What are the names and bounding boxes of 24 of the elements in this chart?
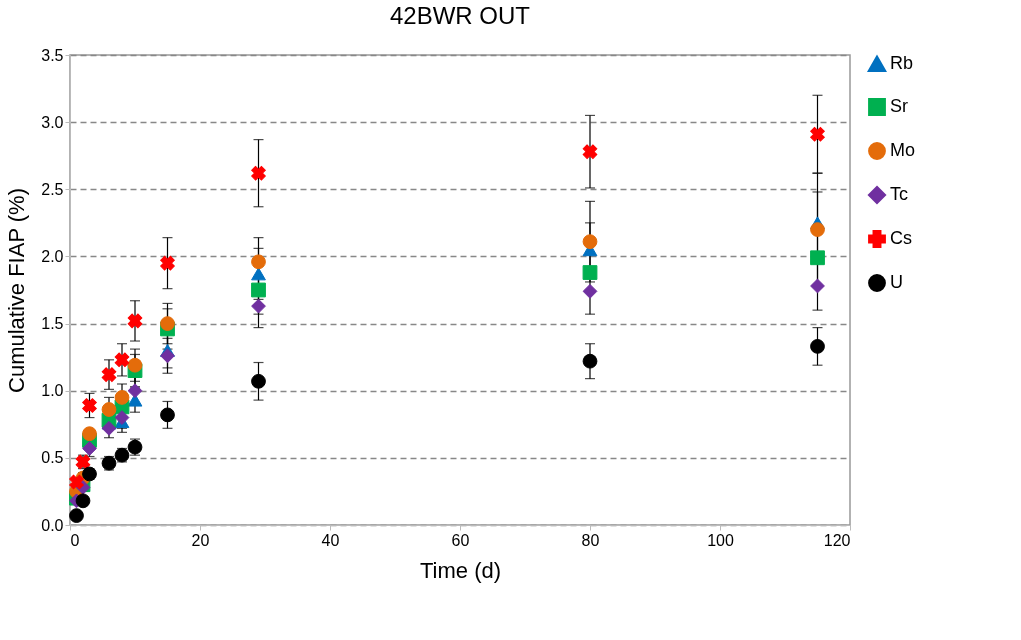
y-tick-label: 3.0 [41, 113, 64, 131]
x-tick-label: 40 [321, 531, 340, 549]
x-tick-label: 20 [191, 531, 210, 549]
legend-label: Cs [890, 228, 912, 248]
x-axis-title: Time (d) [419, 557, 502, 583]
legend-label: Mo [890, 140, 916, 160]
y-tick-label: 1.5 [41, 315, 64, 333]
legend-label: Tc [890, 184, 908, 204]
y-tick-label: 2.5 [41, 180, 64, 198]
x-tick-label: 0 [70, 531, 80, 549]
y-tick-label: 1.0 [41, 382, 64, 400]
chart-title: 42BWR OUT [389, 2, 531, 29]
legend-label: Rb [890, 53, 914, 73]
x-tick-label: 100 [707, 531, 734, 549]
y-tick-label: 0.0 [41, 516, 64, 534]
x-tick-label: 120 [823, 531, 851, 549]
y-tick-label: 2.0 [41, 247, 64, 265]
x-tick-label: 80 [581, 531, 600, 549]
y-tick-label: 0.5 [41, 449, 64, 467]
x-tick-label: 60 [451, 531, 470, 549]
legend-label: Sr [890, 96, 909, 116]
y-tick-label: 3.5 [41, 46, 64, 64]
y-axis-title: Cumulative FIAP (%) [4, 188, 30, 393]
legend-label: U [890, 272, 903, 292]
